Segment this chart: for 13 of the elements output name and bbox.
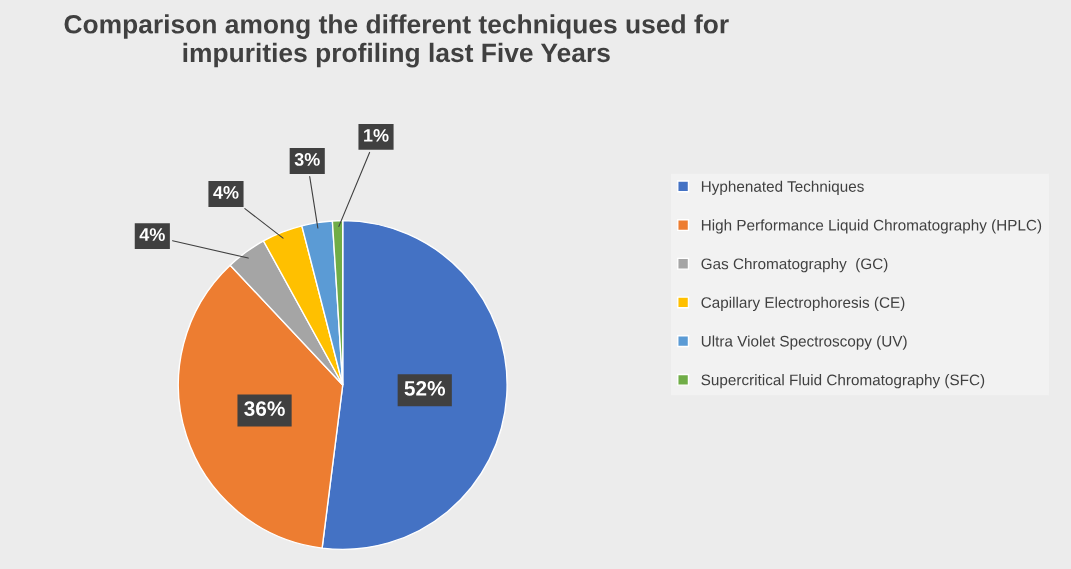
data-label: 52% [404,381,446,396]
data-label: 1% [364,129,389,142]
data-label: 36% [244,401,285,417]
data-label: 4% [139,228,165,241]
legend-label: High Performance Liquid Chromatography (HPLC) [701,219,1042,234]
legend-label: Hyphenated Techniques [701,180,864,195]
chart-title: Comparison among the different techniques used for impurities profiling last Five Years [64,14,729,68]
legend-label: Capillary Electrophoresis (CE) [701,296,905,311]
legend-label: Gas Chromatography (GC) [701,258,888,273]
legend-label: Ultra Violet Spectroscopy (UV) [701,335,907,350]
data-label: 3% [294,153,320,166]
legend-label: Supercritical Fluid Chromatography (SFC) [701,374,985,389]
data-label: 4% [213,186,239,199]
